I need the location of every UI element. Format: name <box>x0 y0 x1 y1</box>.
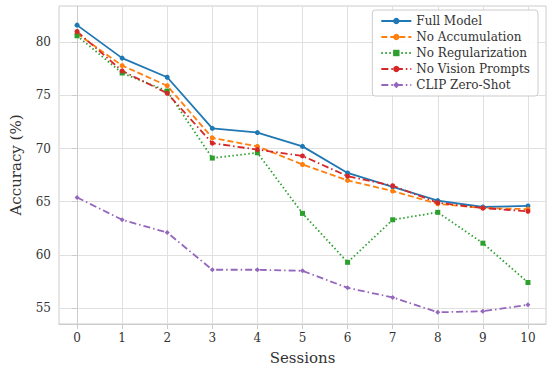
svg-text:1: 1 <box>118 331 126 345</box>
svg-text:70: 70 <box>36 142 51 156</box>
svg-text:7: 7 <box>389 331 397 345</box>
svg-text:Accuracy (%): Accuracy (%) <box>7 114 25 216</box>
svg-text:No Regularization: No Regularization <box>416 46 527 60</box>
svg-text:55: 55 <box>36 301 51 315</box>
svg-text:No Vision Prompts: No Vision Prompts <box>416 62 530 76</box>
svg-text:80: 80 <box>36 35 51 49</box>
svg-text:Full Model: Full Model <box>416 14 482 28</box>
svg-text:60: 60 <box>36 248 51 262</box>
svg-text:5: 5 <box>299 331 307 345</box>
svg-text:75: 75 <box>36 88 51 102</box>
svg-text:2: 2 <box>163 331 171 345</box>
svg-text:8: 8 <box>434 331 442 345</box>
svg-text:65: 65 <box>36 195 51 209</box>
svg-text:0: 0 <box>73 331 81 345</box>
svg-text:No Accumulation: No Accumulation <box>416 30 521 44</box>
svg-text:10: 10 <box>520 331 535 345</box>
svg-text:9: 9 <box>479 331 487 345</box>
svg-text:Sessions: Sessions <box>270 349 336 367</box>
svg-text:4: 4 <box>254 331 262 345</box>
svg-text:6: 6 <box>344 331 352 345</box>
svg-text:CLIP Zero-Shot: CLIP Zero-Shot <box>416 78 510 92</box>
svg-text:3: 3 <box>208 331 216 345</box>
